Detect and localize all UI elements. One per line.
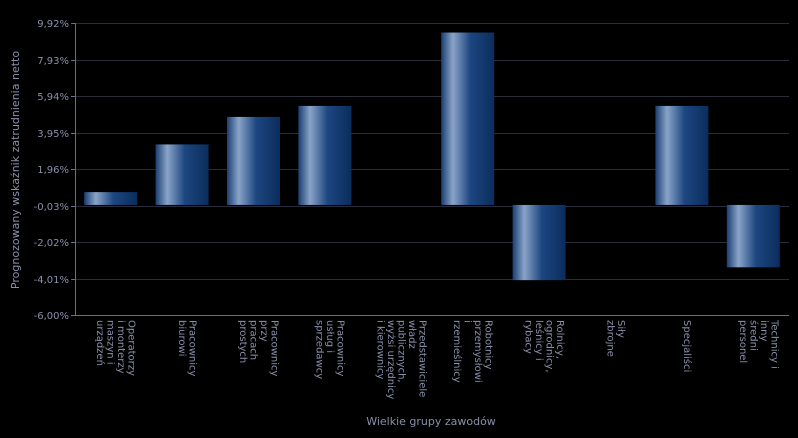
x-category-line: Siły [615, 320, 626, 338]
x-category-line: personel [737, 320, 748, 363]
bar [441, 32, 495, 205]
x-category-line: Pracownicy [269, 320, 280, 377]
x-category-line: ogrodnicy, [544, 320, 555, 373]
x-category-line: prostych [237, 320, 248, 363]
y-tick-label: -4,01% [34, 275, 69, 286]
x-category-line: wyżsi urzędnicy [385, 320, 396, 399]
x-category-label: Specjaliści [681, 320, 693, 372]
y-tick-label: 7,93% [37, 56, 69, 67]
x-category-line: publicznych, [396, 320, 407, 383]
bar [512, 204, 566, 281]
x-category-line: i kierownicy [375, 320, 386, 379]
bar [655, 105, 709, 205]
x-category-line: Pracownicy [335, 320, 346, 377]
x-category-line: Specjaliści [681, 320, 693, 372]
x-category-line: i monterzy [115, 320, 126, 374]
y-tick-label: 9,92% [37, 19, 69, 30]
x-category-line: Przedstawiciele [417, 320, 428, 397]
bar [84, 192, 138, 205]
x-category-line: rybacy [523, 320, 534, 354]
bar [227, 116, 280, 205]
x-category-line: sprzedawcy [314, 320, 325, 379]
bars [84, 32, 780, 281]
x-category-line: zbrojne [605, 320, 616, 357]
x-category-line: leśnicy i [533, 320, 545, 361]
x-category-line: pracach [248, 320, 259, 360]
y-tick-label: 3,95% [37, 129, 69, 140]
x-category-line: średni [747, 320, 759, 351]
bar [726, 204, 780, 268]
x-axis-title: Wielkie grupy zawodów [366, 415, 496, 428]
x-category-line: rzemieślnicy [451, 320, 463, 383]
x-category-line: Pracownicy [187, 320, 198, 377]
y-tick-label: 1,96% [37, 165, 69, 176]
x-category-line: i [462, 320, 473, 323]
y-tick-label: -0,03% [34, 202, 69, 213]
x-category-line: przy [258, 320, 269, 342]
axes [71, 23, 789, 316]
bar [298, 105, 352, 205]
x-category-line: maszyn i [105, 320, 116, 365]
x-category-line: urządzeń [94, 320, 106, 366]
x-category-line: władz [406, 320, 417, 349]
x-category-line: Operatorzy [126, 320, 137, 376]
x-category-line: Technicy i [768, 319, 779, 369]
y-tick-label: -2,02% [34, 238, 69, 249]
bar [155, 144, 209, 205]
x-category-line: inny [758, 320, 769, 341]
y-tick-labels: 9,92% 7,93% 5,94% 3,95% 1,96% -0,03% -2,02% -4,… [34, 19, 69, 322]
y-axis-title: Prognozowany wskaźnik zatrudnienia netto [9, 51, 22, 289]
x-category-line: biurowi [176, 320, 187, 356]
x-category-line: Robotnicy [483, 320, 494, 370]
x-category-line: Rolnicy, [554, 320, 565, 359]
y-tick-label: -6,00% [34, 311, 69, 322]
x-category-line: przemysłowi [472, 320, 483, 383]
y-tick-label: 5,94% [37, 92, 69, 103]
x-category-line: usług i [324, 320, 335, 353]
